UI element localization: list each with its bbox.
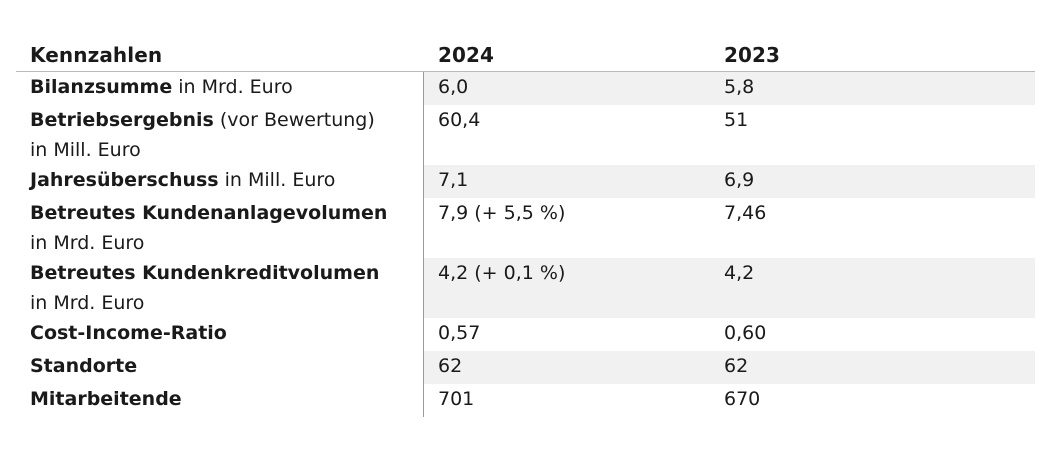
row-label: Bilanzsumme in Mrd. Euro: [16, 72, 424, 105]
table-row: Betreutes Kundenanlagevolumen in Mrd. Eur…: [16, 198, 1035, 258]
table-row: Jahresüberschuss in Mill. Euro 7,1 6,9: [16, 165, 1035, 198]
row-label-line2: in Mrd. Euro: [30, 292, 145, 314]
value-2023: 51: [724, 109, 749, 131]
row-label-line2: in Mill. Euro: [30, 139, 141, 161]
row-label-line2: in Mrd. Euro: [30, 232, 145, 254]
kennzahlen-table: Kennzahlen 2024 2023 Bilanzsumme in Mrd.…: [16, 38, 1035, 417]
row-label-bold: Standorte: [30, 355, 138, 377]
header-2023: 2023: [724, 42, 781, 67]
row-label: Betreutes Kundenkreditvolumen in Mrd. Eur…: [16, 258, 424, 318]
row-label-bold: Betreutes Kundenkreditvolumen: [30, 262, 380, 284]
table-row: Betreutes Kundenkreditvolumen in Mrd. Eur…: [16, 258, 1035, 318]
value-2024: 60,4: [438, 109, 481, 131]
value-2024: 4,2 (+ 0,1 %): [424, 258, 710, 318]
row-label-bold: Cost-Income-Ratio: [30, 322, 227, 344]
row-label-bold: Betriebsergebnis: [30, 109, 214, 131]
value-2023: 62: [710, 351, 1035, 384]
row-label-bold: Jahresüberschuss: [30, 169, 219, 191]
row-label-rest: in Mrd. Euro: [172, 76, 293, 98]
row-label-rest: (vor Bewertung): [213, 109, 375, 131]
row-label: Betreutes Kundenanlagevolumen in Mrd. Eur…: [16, 198, 424, 258]
row-label-bold: Mitarbeitende: [30, 388, 182, 410]
table-row: Standorte 62 62: [16, 351, 1035, 384]
table-row: Bilanzsumme in Mrd. Euro 6,0 5,8: [16, 72, 1035, 105]
value-2023: 7,46: [724, 202, 767, 224]
table-header: Kennzahlen 2024 2023: [16, 38, 1035, 72]
value-2023: 0,60: [724, 322, 767, 344]
value-2024: 7,1: [424, 165, 710, 198]
table-row: Betriebsergebnis (vor Bewertung) in Mill.…: [16, 105, 1035, 165]
value-2024: 6,0: [424, 72, 710, 105]
header-2024: 2024: [438, 42, 495, 67]
value-2024: 701: [438, 388, 475, 410]
value-2024: 62: [424, 351, 710, 384]
value-2023: 6,9: [710, 165, 1035, 198]
row-label-rest: in Mill. Euro: [218, 169, 336, 191]
value-2024: 0,57: [438, 322, 481, 344]
value-2023: 670: [724, 388, 761, 410]
value-2024: 7,9 (+ 5,5 %): [438, 202, 566, 224]
value-2023: 5,8: [710, 72, 1035, 105]
table-row: Mitarbeitende 701 670: [16, 384, 1035, 417]
row-label: Cost-Income-Ratio: [16, 318, 424, 351]
row-label: Betriebsergebnis (vor Bewertung) in Mill.…: [16, 105, 424, 165]
table-row: Cost-Income-Ratio 0,57 0,60: [16, 318, 1035, 351]
row-label-bold: Bilanzsumme: [30, 76, 173, 98]
header-kennzahlen: Kennzahlen: [30, 42, 163, 67]
row-label: Jahresüberschuss in Mill. Euro: [16, 165, 424, 198]
row-label-bold: Betreutes Kundenanlagevolumen: [30, 202, 388, 224]
row-label: Mitarbeitende: [16, 384, 424, 417]
row-label: Standorte: [16, 351, 424, 384]
value-2023: 4,2: [710, 258, 1035, 318]
